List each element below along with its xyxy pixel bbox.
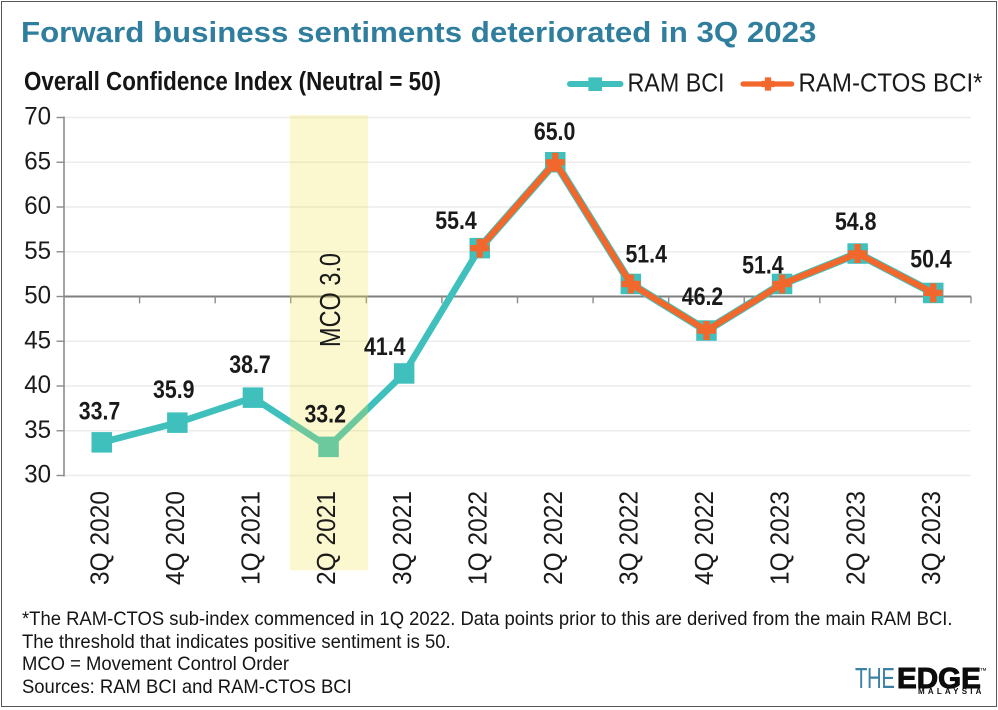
svg-text:35: 35 (24, 416, 51, 444)
svg-text:3Q 2021: 3Q 2021 (387, 491, 417, 585)
svg-text:4Q 2020: 4Q 2020 (160, 491, 190, 585)
svg-text:1Q 2022: 1Q 2022 (462, 491, 492, 585)
svg-text:55.4: 55.4 (435, 207, 477, 235)
svg-text:2Q 2022: 2Q 2022 (538, 491, 568, 585)
svg-text:65: 65 (24, 147, 51, 175)
svg-text:51.4: 51.4 (742, 251, 784, 279)
svg-text:65.0: 65.0 (534, 118, 576, 146)
svg-text:2Q 2021: 2Q 2021 (311, 491, 341, 585)
svg-text:41.4: 41.4 (364, 333, 406, 361)
svg-text:MCO 3.0: MCO 3.0 (315, 253, 347, 347)
svg-text:46.2: 46.2 (682, 283, 724, 311)
svg-text:40: 40 (24, 371, 51, 399)
svg-text:70: 70 (24, 103, 51, 131)
svg-text:50: 50 (24, 282, 51, 310)
svg-text:3Q 2023: 3Q 2023 (916, 491, 946, 585)
svg-text:30: 30 (24, 461, 51, 489)
svg-text:38.7: 38.7 (229, 351, 271, 379)
svg-text:RAM-CTOS BCI*: RAM-CTOS BCI* (799, 68, 983, 98)
svg-text:3Q 2022: 3Q 2022 (614, 491, 644, 585)
svg-text:3Q 2020: 3Q 2020 (85, 491, 115, 585)
svg-text:1Q 2023: 1Q 2023 (765, 491, 795, 585)
svg-text:RAM BCI: RAM BCI (628, 68, 725, 98)
svg-text:33.2: 33.2 (304, 400, 346, 428)
svg-text:51.4: 51.4 (625, 240, 667, 268)
svg-text:2Q 2023: 2Q 2023 (840, 491, 870, 585)
svg-text:55: 55 (24, 237, 51, 265)
svg-text:60: 60 (24, 192, 51, 220)
svg-text:1Q 2021: 1Q 2021 (236, 491, 266, 585)
svg-text:35.9: 35.9 (153, 376, 195, 404)
svg-text:33.7: 33.7 (79, 398, 121, 426)
svg-text:50.4: 50.4 (910, 246, 952, 274)
svg-text:4Q 2022: 4Q 2022 (689, 491, 719, 585)
svg-text:45: 45 (24, 326, 51, 354)
svg-text:54.8: 54.8 (835, 208, 877, 236)
